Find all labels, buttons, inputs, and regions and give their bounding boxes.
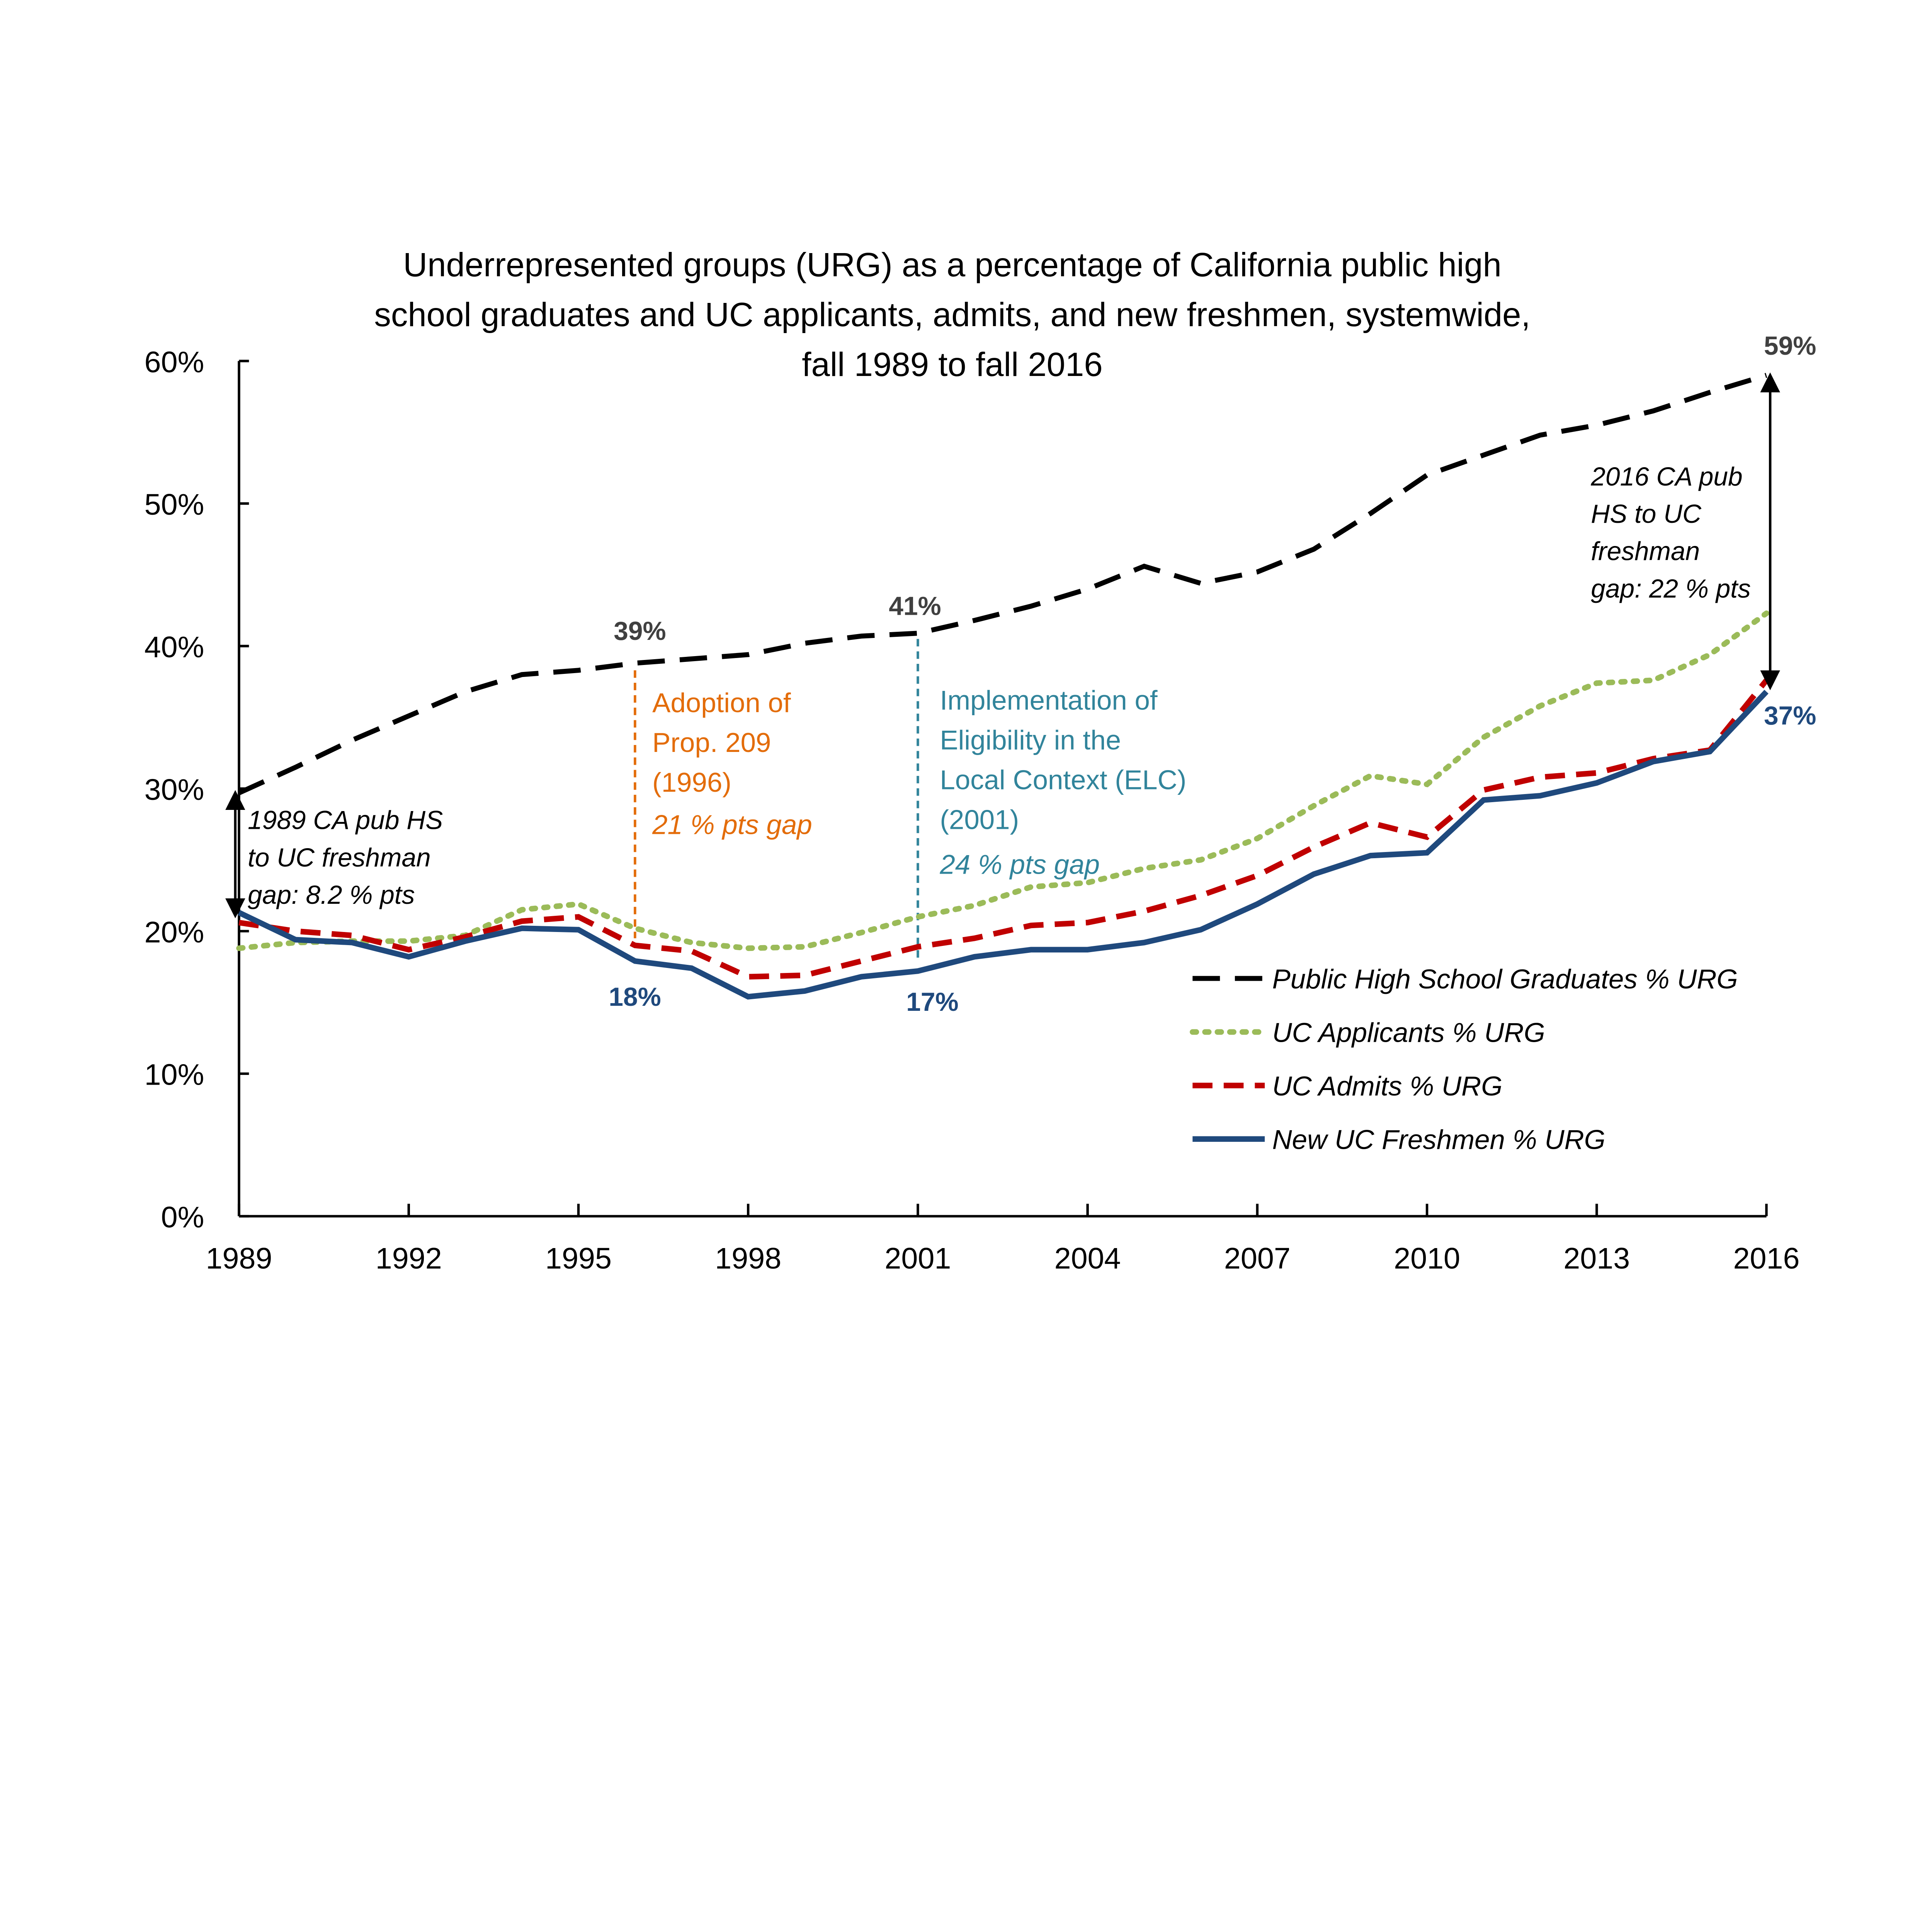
gap-1989-text: 1989 CA pub HS: [248, 806, 443, 835]
axes: 0% 10% 20% 30% 40% 50% 60% 1989 1992 1995 1998 2001…: [145, 345, 1800, 1275]
gap-2016-text: HS to UC: [1591, 500, 1702, 529]
x-tick-label: 1995: [545, 1242, 612, 1275]
gap-2016-text: gap: 22 % pts: [1591, 574, 1751, 603]
legend: Public High School Graduates % URG UC App…: [1190, 964, 1738, 1155]
title-line-2: school graduates and UC applicants, admi…: [374, 296, 1530, 333]
x-tick-label: 2010: [1394, 1242, 1460, 1275]
data-label: 41%: [889, 592, 941, 621]
x-tick-label: 2001: [884, 1242, 951, 1275]
y-tick-label: 60%: [145, 345, 204, 379]
data-label: 39%: [614, 617, 666, 646]
y-tick-label: 30%: [145, 773, 204, 806]
elc-text: Local Context (ELC): [940, 765, 1186, 796]
elc-text: Implementation of: [940, 685, 1158, 716]
y-tick-label: 0%: [161, 1201, 204, 1234]
prop209-text: Adoption of: [652, 688, 791, 718]
data-label: 59%: [1764, 332, 1816, 361]
gap-2016-text: 2016 CA pub: [1590, 462, 1742, 491]
series-lines: [236, 372, 1769, 1000]
y-tick-label: 10%: [145, 1058, 204, 1092]
gap-1989-text: to UC freshman: [248, 843, 431, 872]
elc-text: Eligibility in the: [940, 725, 1121, 755]
data-label: 18%: [609, 983, 661, 1012]
y-tick-label: 40%: [145, 631, 204, 664]
x-tick-label: 2007: [1224, 1242, 1291, 1275]
elc-text: (2001): [940, 805, 1019, 835]
series-line-1: [236, 610, 1769, 951]
y-tick-label: 50%: [145, 488, 204, 521]
title-line-1: Underrepresented groups (URG) as a perce…: [403, 246, 1502, 284]
legend-label: UC Admits % URG: [1272, 1071, 1503, 1102]
elc-gap: 24 % pts gap: [939, 850, 1100, 880]
y-tick-label: 20%: [145, 916, 204, 949]
x-tick-label: 1992: [376, 1242, 442, 1275]
series-line-3: [238, 690, 1769, 1000]
data-label: 17%: [906, 988, 958, 1017]
annotations: Adoption of Prop. 209 (1996) 21 % pts gap Im…: [225, 332, 1816, 1017]
chart-title: Underrepresented groups (URG) as a perce…: [374, 246, 1530, 383]
data-label: 37%: [1764, 701, 1816, 730]
prop209-text: (1996): [652, 767, 731, 798]
x-tick-label: 2013: [1563, 1242, 1630, 1275]
gap-2016-text: freshman: [1591, 537, 1700, 566]
legend-label: New UC Freshmen % URG: [1272, 1125, 1605, 1155]
series-line-2: [238, 678, 1769, 980]
prop209-gap: 21 % pts gap: [652, 810, 812, 840]
prop209-text: Prop. 209: [652, 728, 771, 758]
title-line-3: fall 1989 to fall 2016: [802, 346, 1102, 383]
x-tick-label: 2016: [1733, 1242, 1800, 1275]
chart: Underrepresented groups (URG) as a perce…: [145, 246, 1816, 1275]
series-line-0: [238, 372, 1767, 795]
x-tick-label: 2004: [1054, 1242, 1121, 1275]
legend-label: UC Applicants % URG: [1272, 1018, 1545, 1048]
event-markers: [634, 639, 919, 960]
x-tick-label: 1989: [206, 1242, 272, 1275]
x-tick-label: 1998: [715, 1242, 781, 1275]
legend-label: Public High School Graduates % URG: [1272, 964, 1738, 995]
gap-1989-text: gap: 8.2 % pts: [248, 881, 415, 910]
